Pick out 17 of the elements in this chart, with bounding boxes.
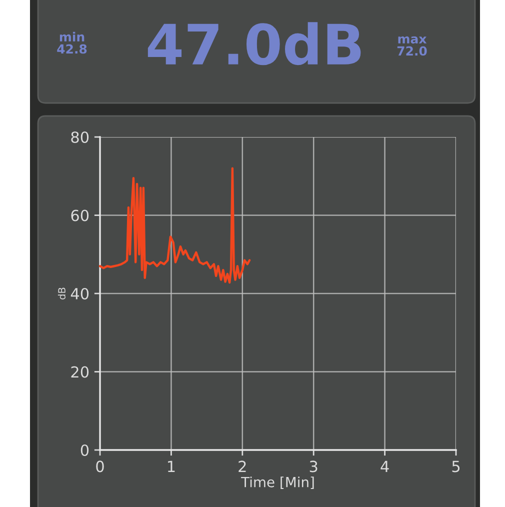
x-tick-label: 5	[452, 460, 460, 472]
chart-title: 47.0dB	[148, 22, 361, 66]
x-axis-title: Time [Min]	[241, 476, 314, 489]
x-tick-label: 0	[96, 460, 104, 472]
line-series	[98, 167, 251, 284]
x-tick-label: 1	[168, 460, 175, 472]
y-tick-label: 40	[70, 288, 89, 300]
text: max 72.0	[397, 36, 427, 56]
y-tick-label: 80	[71, 131, 89, 144]
x-tick-label: 2	[238, 460, 246, 472]
y-tick-label: 20	[71, 366, 89, 378]
x-tick-label: 4	[380, 460, 389, 472]
y-tick-label: 0	[80, 444, 89, 456]
text: min 42.8	[57, 32, 87, 54]
y-axis-title: dB	[58, 288, 66, 300]
y-tick-label: 60	[71, 210, 89, 222]
x-tick-label: 3	[310, 460, 318, 472]
